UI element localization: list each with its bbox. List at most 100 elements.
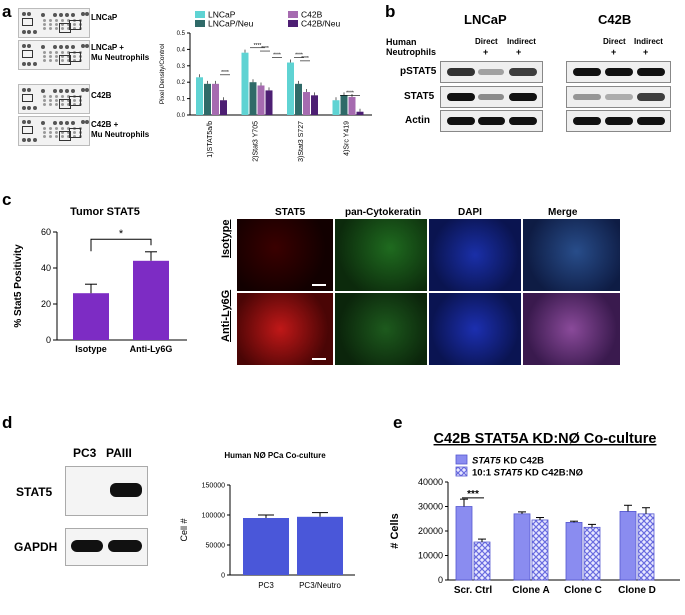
y-tick-label: 50000	[206, 543, 226, 550]
bar	[455, 506, 473, 581]
micro-row-anti-ly6g: Anti-Ly6G	[220, 289, 232, 342]
array-blot-lncap	[18, 8, 90, 38]
x-tick-label: Clone C	[564, 585, 602, 596]
plus-2: +	[516, 47, 522, 57]
y-tick-label: 10000	[418, 551, 443, 561]
blot-c42b-actin	[566, 110, 671, 132]
x-tick-label: Scr. Ctrl	[454, 585, 493, 596]
legend-swatch	[288, 11, 298, 18]
significance-bracket	[90, 238, 152, 252]
neutrophils-label: Neutrophils	[386, 47, 437, 57]
panel-label-a: a	[2, 2, 12, 21]
indirect-label-c42b: Indirect	[634, 37, 663, 46]
blot-row-gapdh: GAPDH	[14, 540, 58, 554]
significance-label: ****	[301, 56, 309, 62]
bar	[297, 516, 343, 575]
x-tick-label: Isotype	[75, 344, 107, 354]
blot-row-stat5: STAT5	[404, 91, 435, 102]
bar	[513, 513, 531, 581]
legend-label: C42B/Neu	[301, 19, 340, 29]
scale-bar-isotype	[312, 284, 326, 286]
y-tick-label: 60	[41, 227, 51, 237]
bar	[295, 83, 302, 115]
plus-1: +	[483, 47, 489, 57]
bar	[340, 95, 348, 115]
y-tick-label: 150000	[202, 483, 225, 490]
y-tick-label: 30000	[418, 502, 443, 512]
chart-title: C42B STAT5A KD:NØ Co-culture	[434, 431, 657, 447]
micro-col-stat5: STAT5	[275, 207, 306, 218]
bar	[473, 541, 491, 581]
chart-title: Human NØ PCa Co-culture	[224, 451, 326, 460]
x-tick-label: Clone A	[512, 585, 549, 596]
legend-swatch	[455, 454, 468, 465]
y-axis-label: Cell #	[179, 518, 189, 541]
micrograph-isotype-merge	[523, 219, 620, 291]
bar	[220, 100, 227, 115]
panel-label-e: e	[393, 413, 403, 432]
blot-c42b-stat5	[566, 86, 671, 108]
bar	[249, 82, 257, 115]
significance-label: ****	[261, 46, 269, 52]
y-tick-label: 20	[41, 299, 51, 309]
blot-lncap-stat5	[440, 86, 543, 108]
significance-label: ****	[273, 53, 281, 59]
bar	[73, 293, 109, 340]
indirect-label-lncap: Indirect	[507, 37, 536, 46]
y-axis-label: # Cells	[389, 513, 401, 548]
chart-e: C42B STAT5A KD:NØ Co-culture 0 10000 20000 3…	[389, 431, 680, 596]
legend-label: STAT5 KD C42B	[472, 456, 544, 467]
bar	[311, 95, 318, 115]
bar	[565, 522, 583, 581]
legend-swatch	[288, 20, 298, 27]
micro-col-dapi: DAPI	[458, 207, 482, 218]
blot-d-gapdh	[65, 528, 148, 566]
x-tick-label: PC3/Neutro	[299, 581, 341, 590]
x-tick-label: Clone D	[618, 585, 656, 596]
bar	[583, 526, 601, 581]
x-tick-label: 2)Stat3 Y705	[253, 121, 260, 162]
bar	[619, 511, 637, 581]
plus-3: +	[611, 47, 617, 57]
micrograph-isotype-dapi	[429, 219, 521, 291]
x-tick-label: 4)Src Y419	[344, 121, 351, 156]
legend-swatch	[455, 466, 468, 477]
panel-label-b: b	[385, 2, 396, 21]
scale-bar-antily6g	[312, 358, 326, 360]
panel-label-c: c	[2, 190, 12, 209]
y-axis-label: Pixel Density/Control	[159, 43, 166, 104]
significance-label: ****	[295, 53, 303, 59]
significance-label: ***	[467, 489, 479, 500]
micrograph-antily6g-cytokeratin	[335, 293, 427, 365]
significance-label: ****	[221, 70, 229, 76]
y-tick-label: 0	[221, 573, 225, 580]
blot-lncap-actin	[440, 110, 543, 132]
micrograph-isotype-stat5	[237, 219, 333, 291]
blot-row-pstat5: pSTAT5	[400, 66, 437, 77]
lane-paiii: PAIII	[106, 446, 132, 460]
legend-label: LNCaP	[208, 10, 236, 20]
micrograph-antily6g-stat5	[237, 293, 333, 365]
legend-label: 10:1 STAT5 KD C42B:NØ	[472, 468, 583, 479]
blot-d-stat5	[65, 466, 148, 516]
array-blot-lncap-neu	[18, 40, 90, 70]
bar	[196, 77, 203, 115]
micrograph-isotype-cytokeratin	[335, 219, 427, 291]
array-label-lncap: LNCaP	[91, 13, 118, 22]
bar	[287, 62, 294, 115]
bar	[637, 513, 655, 581]
bar	[265, 90, 273, 115]
blot-lncap-pstat5	[440, 61, 543, 83]
blot-c42b-pstat5	[566, 61, 671, 83]
bar	[303, 92, 310, 115]
bar	[531, 519, 549, 581]
bar	[204, 83, 211, 115]
y-tick-label: 0.2	[177, 80, 186, 86]
micro-row-isotype: Isotype	[220, 219, 232, 258]
bar	[241, 52, 249, 115]
bar	[212, 83, 219, 115]
micro-col-merge: Merge	[548, 207, 578, 218]
panel-label-d: d	[2, 413, 13, 432]
legend-label: LNCaP/Neu	[208, 19, 254, 29]
y-tick-label: 0.3	[177, 64, 186, 70]
